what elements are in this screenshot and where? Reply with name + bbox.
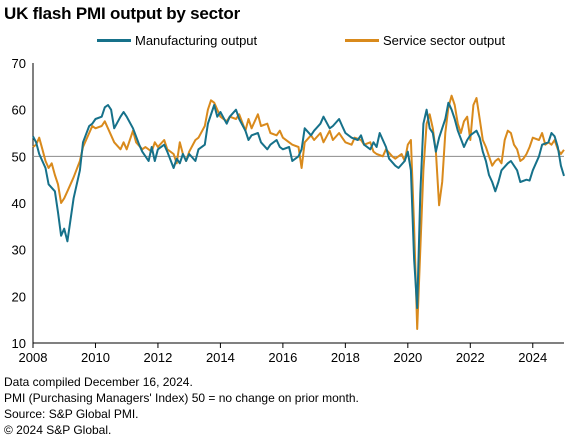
y-tick-label: 20 xyxy=(12,289,26,304)
line-chart: 10 20 30 40 50 60 70 2008 2010 2012 2014 2016 2018 20… xyxy=(12,56,565,365)
y-tick-label: 60 xyxy=(12,103,26,118)
y-tick-label: 40 xyxy=(12,196,26,211)
x-tick-label: 2014 xyxy=(206,350,235,365)
y-tick-label: 70 xyxy=(12,56,26,71)
note-copyright: © 2024 S&P Global. xyxy=(4,423,112,437)
x-tick-label: 2020 xyxy=(393,350,422,365)
legend: Manufacturing output Service sector outp… xyxy=(0,33,574,51)
x-tick-label: 2010 xyxy=(81,350,110,365)
footnotes: Data compiled December 16, 2024. PMI (Pu… xyxy=(4,374,359,438)
legend-item-services: Service sector output xyxy=(345,33,505,48)
series-line-services xyxy=(32,94,565,330)
note-source: Source: S&P Global PMI. xyxy=(4,407,139,421)
x-tick-label: 2016 xyxy=(268,350,297,365)
series-line-manufacturing xyxy=(32,101,565,309)
x-tick-label: 2024 xyxy=(518,350,547,365)
legend-item-manufacturing: Manufacturing output xyxy=(97,33,257,48)
chart-title: UK flash PMI output by sector xyxy=(4,4,240,23)
legend-swatch-manufacturing xyxy=(97,39,131,42)
y-tick-label: 10 xyxy=(12,336,26,351)
x-tick-label: 2018 xyxy=(331,350,360,365)
x-tick-label: 2022 xyxy=(456,350,485,365)
note-compiled: Data compiled December 16, 2024. xyxy=(4,375,193,389)
x-tick-label: 2008 xyxy=(19,350,48,365)
x-tick-label: 2012 xyxy=(143,350,172,365)
legend-swatch-services xyxy=(345,39,379,42)
legend-label-services: Service sector output xyxy=(383,33,506,48)
y-tick-label: 30 xyxy=(12,243,26,258)
y-tick-label: 50 xyxy=(12,149,26,164)
legend-label-manufacturing: Manufacturing output xyxy=(135,33,258,48)
note-pmi-definition: PMI (Purchasing Managers' Index) 50 = no… xyxy=(4,391,359,405)
